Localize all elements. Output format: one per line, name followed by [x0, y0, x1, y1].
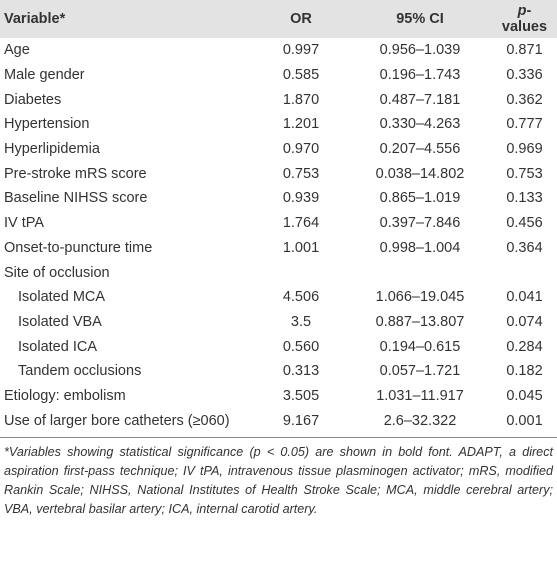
ci-cell: 0.194–0.615	[379, 338, 461, 355]
header-cell: p-values	[492, 0, 557, 38]
or-cell: 1.001	[282, 239, 320, 256]
table-header: Variable* OR 95% CI p-values	[0, 0, 557, 38]
or-cell: 0.560	[282, 338, 320, 355]
table-row: Pre-stroke mRS score 0.753 0.038–14.802 0.7…	[0, 161, 557, 186]
ci-cell: 0.207–4.556	[379, 141, 461, 158]
header-cell: OR	[290, 11, 312, 27]
table-row: Isolated ICA 0.560 0.194–0.615 0.284	[0, 334, 557, 359]
or-cell: 4.506	[282, 289, 320, 306]
group-cell: Site of occlusion	[4, 264, 110, 281]
results-table: Variable* OR 95% CI p-values Age 0.997 0.9…	[0, 0, 557, 439]
p-cell: 0.074	[506, 313, 543, 330]
ci-cell: 0.887–13.807	[375, 313, 465, 330]
or-cell: 1.870	[282, 91, 320, 108]
variable-cell: Isolated VBA	[18, 313, 102, 330]
or-cell: 0.585	[282, 67, 320, 84]
ci-cell: 0.196–1.743	[379, 67, 461, 84]
variable-cell: Use of larger bore catheters (≥060)	[0, 408, 254, 439]
p-cell: 0.753	[506, 165, 543, 182]
ci-cell: 2.6–32.322	[348, 408, 492, 439]
table-row: Baseline NIHSS score 0.939 0.865–1.019 0.13…	[0, 186, 557, 211]
or-cell: 0.313	[282, 363, 320, 380]
p-cell: 0.777	[506, 116, 543, 133]
p-cell: 0.871	[506, 42, 543, 59]
variable-cell: IV tPA	[4, 215, 45, 232]
header-row: Variable* OR 95% CI p-values	[0, 0, 557, 38]
p-cell: 0.001	[492, 408, 557, 439]
p-cell: 0.969	[506, 141, 543, 158]
ci-cell: 1.031–11.917	[376, 387, 464, 404]
variable-cell: Hypertension	[4, 116, 90, 133]
ci-cell: 0.038–14.802	[375, 165, 465, 182]
or-cell: 3.5	[290, 313, 312, 330]
variable-cell: Diabetes	[4, 91, 62, 108]
table-row: Diabetes 1.870 0.487–7.181 0.362	[0, 87, 557, 112]
variable-cell: Pre-stroke mRS score	[4, 165, 147, 182]
or-cell: 9.167	[254, 408, 348, 439]
variable-cell: Isolated MCA	[18, 289, 106, 306]
p-cell: 0.336	[506, 67, 543, 84]
variable-cell: Isolated ICA	[18, 338, 97, 355]
footnote: *Variables showing statistical significa…	[4, 445, 553, 516]
p-cell: 0.364	[506, 239, 543, 256]
p-cell: 0.041	[506, 289, 543, 306]
or-cell: 0.939	[282, 190, 320, 207]
p-cell: 0.456	[506, 215, 543, 232]
table-body: Age 0.997 0.956–1.039 0.871 Male gender 0.585…	[0, 38, 557, 439]
variable-cell: Onset-to-puncture time	[4, 239, 153, 256]
table-row: Hyperlipidemia 0.970 0.207–4.556 0.969	[0, 137, 557, 162]
table-row: Age 0.997 0.956–1.039 0.871	[0, 38, 557, 63]
ci-cell: 0.397–7.846	[379, 215, 461, 232]
ci-cell: 0.487–7.181	[379, 91, 461, 108]
ci-cell: 0.956–1.039	[379, 42, 461, 59]
table-row: Isolated VBA 3.5 0.887–13.807 0.074	[0, 310, 557, 335]
table-row: Etiology: embolism 3.505 1.031–11.917 0.045	[0, 384, 557, 409]
group-row: Site of occlusion	[0, 260, 557, 285]
table-row: Hypertension 1.201 0.330–4.263 0.777	[0, 112, 557, 137]
variable-cell: Age	[4, 42, 30, 59]
header-cell: Variable*	[4, 11, 66, 27]
or-cell: 3.505	[282, 387, 320, 404]
or-cell: 1.764	[282, 215, 320, 232]
table-row: IV tPA 1.764 0.397–7.846 0.456	[0, 211, 557, 236]
p-cell: 0.182	[506, 363, 543, 380]
ci-cell: 0.865–1.019	[379, 190, 461, 207]
ci-cell: 0.998–1.004	[379, 239, 461, 256]
variable-cell: Hyperlipidemia	[4, 141, 100, 158]
p-cell: 0.133	[506, 190, 543, 207]
or-cell: 0.997	[282, 42, 320, 59]
or-cell: 0.753	[282, 165, 320, 182]
p-cell: 0.362	[506, 91, 543, 108]
header-italic: p	[517, 3, 527, 19]
table-row: Tandem occlusions 0.313 0.057–1.721 0.182	[0, 359, 557, 384]
header-text: -values	[501, 3, 548, 35]
ci-cell: 0.330–4.263	[379, 116, 461, 133]
or-cell: 0.970	[282, 141, 320, 158]
ci-cell: 0.057–1.721	[379, 363, 461, 380]
variable-cell: Etiology: embolism	[4, 387, 126, 404]
variable-cell: Tandem occlusions	[18, 363, 142, 380]
table-row: Isolated MCA 4.506 1.066–19.045 0.041	[0, 285, 557, 310]
or-cell: 1.201	[282, 116, 320, 133]
p-cell: 0.284	[506, 338, 543, 355]
table-row: Use of larger bore catheters (≥060) 9.167…	[0, 408, 557, 439]
p-cell: 0.045	[506, 387, 543, 404]
table-row: Male gender 0.585 0.196–1.743 0.336	[0, 63, 557, 88]
variable-cell: Baseline NIHSS score	[4, 190, 148, 207]
table-row: Onset-to-puncture time 1.001 0.998–1.004 0.…	[0, 236, 557, 261]
ci-cell: 1.066–19.045	[375, 289, 465, 306]
variable-cell: Male gender	[4, 67, 85, 84]
header-cell: 95% CI	[396, 11, 444, 27]
